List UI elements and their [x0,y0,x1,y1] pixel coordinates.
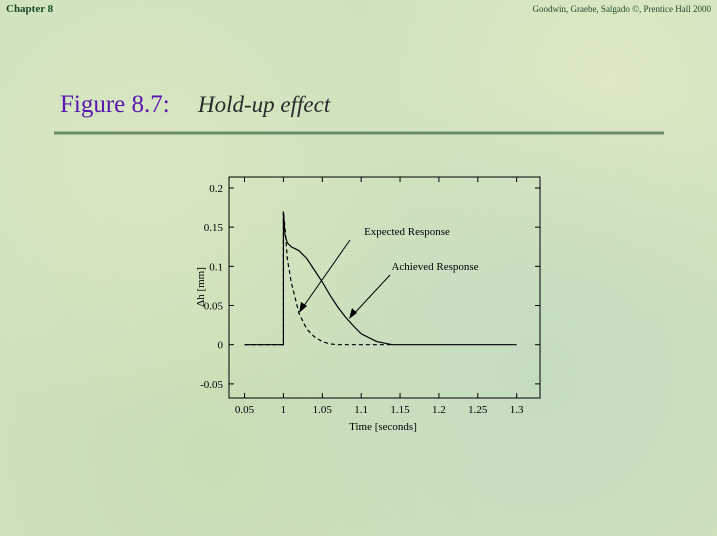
chapter-label: Chapter 8 [6,3,54,15]
x-tick-label: 1.3 [510,404,524,416]
figure-number: Figure 8.7: [60,91,170,118]
plot-frame [228,176,541,399]
x-tick-label: 1.15 [390,404,410,416]
y-tick-label: -0.05 [200,379,223,391]
x-tick-label: 1.2 [432,404,446,416]
y-tick-label: 0.15 [204,222,224,234]
line-series [244,211,517,346]
x-tick-label: 1 [281,404,287,416]
x-tick-label: 0.05 [235,404,255,416]
line-series [244,211,393,346]
y-axis-label: Δh [mm] [195,267,207,307]
annotation: Expected Response [364,226,450,238]
x-tick-label: 1.25 [468,404,488,416]
x-tick-label: 1.1 [354,404,368,416]
credit: Goodwin, Graebe, Salgado ©, Prentice Hal… [532,4,711,14]
y-tick-label: 0.1 [209,261,223,273]
annotation-arrow [300,239,351,311]
arrowhead [349,308,357,319]
x-axis-label: Time [seconds] [349,421,417,433]
annotation-arrow [350,274,391,318]
y-tick-label: 0.2 [209,183,223,195]
annotation: Achieved Response [391,261,478,273]
x-tick-label: 1.05 [313,404,333,416]
figure-title: Hold-up effect [197,92,331,117]
y-tick-label: 0 [218,340,224,352]
arrowhead [299,302,307,313]
y-tick-label: 0.05 [204,301,224,313]
